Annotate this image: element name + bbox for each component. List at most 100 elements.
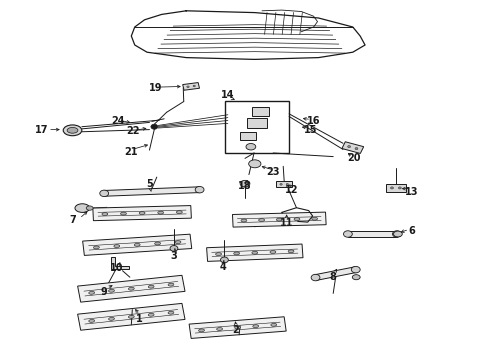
Ellipse shape	[102, 213, 108, 216]
Ellipse shape	[128, 287, 134, 290]
Ellipse shape	[170, 246, 178, 251]
Text: 6: 6	[408, 226, 415, 236]
Ellipse shape	[241, 219, 247, 222]
Ellipse shape	[246, 144, 256, 150]
Ellipse shape	[294, 218, 300, 221]
Polygon shape	[189, 317, 286, 338]
Polygon shape	[77, 275, 185, 302]
Polygon shape	[83, 234, 192, 256]
Polygon shape	[183, 82, 199, 90]
Ellipse shape	[114, 245, 120, 248]
Ellipse shape	[109, 318, 115, 320]
Text: 5: 5	[146, 179, 153, 189]
Ellipse shape	[398, 187, 401, 189]
Ellipse shape	[253, 325, 259, 328]
Ellipse shape	[355, 148, 358, 150]
Ellipse shape	[347, 145, 350, 148]
Ellipse shape	[216, 253, 221, 256]
Ellipse shape	[312, 217, 318, 220]
Text: 10: 10	[110, 263, 123, 273]
Polygon shape	[207, 244, 303, 261]
Ellipse shape	[94, 246, 99, 249]
Ellipse shape	[158, 211, 164, 214]
Ellipse shape	[276, 218, 282, 221]
Ellipse shape	[121, 212, 126, 215]
Ellipse shape	[271, 323, 277, 326]
Text: 17: 17	[35, 125, 49, 135]
Text: 22: 22	[126, 126, 140, 136]
Ellipse shape	[280, 184, 282, 185]
Ellipse shape	[89, 291, 95, 294]
Text: 16: 16	[307, 116, 320, 126]
Polygon shape	[276, 181, 292, 187]
Polygon shape	[111, 257, 129, 269]
Text: 9: 9	[100, 287, 107, 297]
Ellipse shape	[67, 127, 78, 133]
Text: 8: 8	[330, 272, 337, 282]
Ellipse shape	[252, 251, 258, 254]
Ellipse shape	[175, 241, 181, 244]
Ellipse shape	[343, 231, 352, 237]
Ellipse shape	[134, 243, 140, 246]
Ellipse shape	[198, 329, 204, 332]
Ellipse shape	[234, 252, 240, 255]
Text: 3: 3	[171, 251, 177, 261]
Ellipse shape	[193, 85, 196, 87]
Ellipse shape	[270, 251, 276, 253]
Polygon shape	[342, 142, 364, 153]
Text: 20: 20	[347, 153, 361, 163]
Ellipse shape	[89, 319, 95, 322]
Ellipse shape	[100, 190, 109, 197]
Ellipse shape	[311, 274, 320, 281]
Ellipse shape	[176, 211, 182, 213]
Polygon shape	[104, 187, 200, 196]
Ellipse shape	[168, 283, 174, 286]
Text: 15: 15	[304, 125, 318, 135]
Bar	[225, 101, 289, 153]
Ellipse shape	[393, 231, 402, 237]
Ellipse shape	[168, 311, 174, 314]
Ellipse shape	[240, 180, 250, 187]
Text: 12: 12	[285, 185, 298, 195]
Ellipse shape	[148, 285, 154, 288]
Text: 18: 18	[238, 181, 252, 191]
Ellipse shape	[351, 266, 360, 273]
Text: 7: 7	[69, 215, 76, 225]
Polygon shape	[93, 206, 192, 221]
Ellipse shape	[249, 160, 261, 168]
Ellipse shape	[151, 124, 158, 129]
Ellipse shape	[109, 289, 115, 292]
Ellipse shape	[139, 212, 145, 215]
Ellipse shape	[259, 219, 265, 221]
Text: 13: 13	[405, 186, 418, 197]
Bar	[252, 107, 270, 116]
Ellipse shape	[187, 86, 189, 88]
Ellipse shape	[288, 250, 294, 253]
Ellipse shape	[63, 125, 82, 136]
Text: 14: 14	[221, 90, 235, 100]
Ellipse shape	[195, 186, 204, 193]
Ellipse shape	[235, 326, 241, 329]
Text: 2: 2	[232, 325, 239, 336]
Polygon shape	[77, 303, 185, 330]
Polygon shape	[386, 184, 406, 192]
Polygon shape	[315, 267, 357, 280]
Text: 24: 24	[111, 116, 124, 126]
Bar	[240, 132, 256, 140]
Text: 19: 19	[149, 83, 163, 93]
Bar	[247, 118, 267, 128]
Ellipse shape	[155, 242, 161, 245]
Ellipse shape	[86, 206, 93, 210]
Ellipse shape	[392, 231, 401, 237]
Ellipse shape	[220, 257, 228, 263]
Text: 11: 11	[280, 218, 294, 228]
Polygon shape	[232, 212, 326, 227]
Ellipse shape	[217, 328, 222, 330]
Polygon shape	[348, 231, 397, 237]
Ellipse shape	[352, 275, 360, 280]
Text: 1: 1	[136, 314, 143, 324]
Ellipse shape	[391, 187, 393, 189]
Ellipse shape	[128, 315, 134, 318]
Text: 21: 21	[124, 147, 138, 157]
Ellipse shape	[286, 184, 289, 185]
